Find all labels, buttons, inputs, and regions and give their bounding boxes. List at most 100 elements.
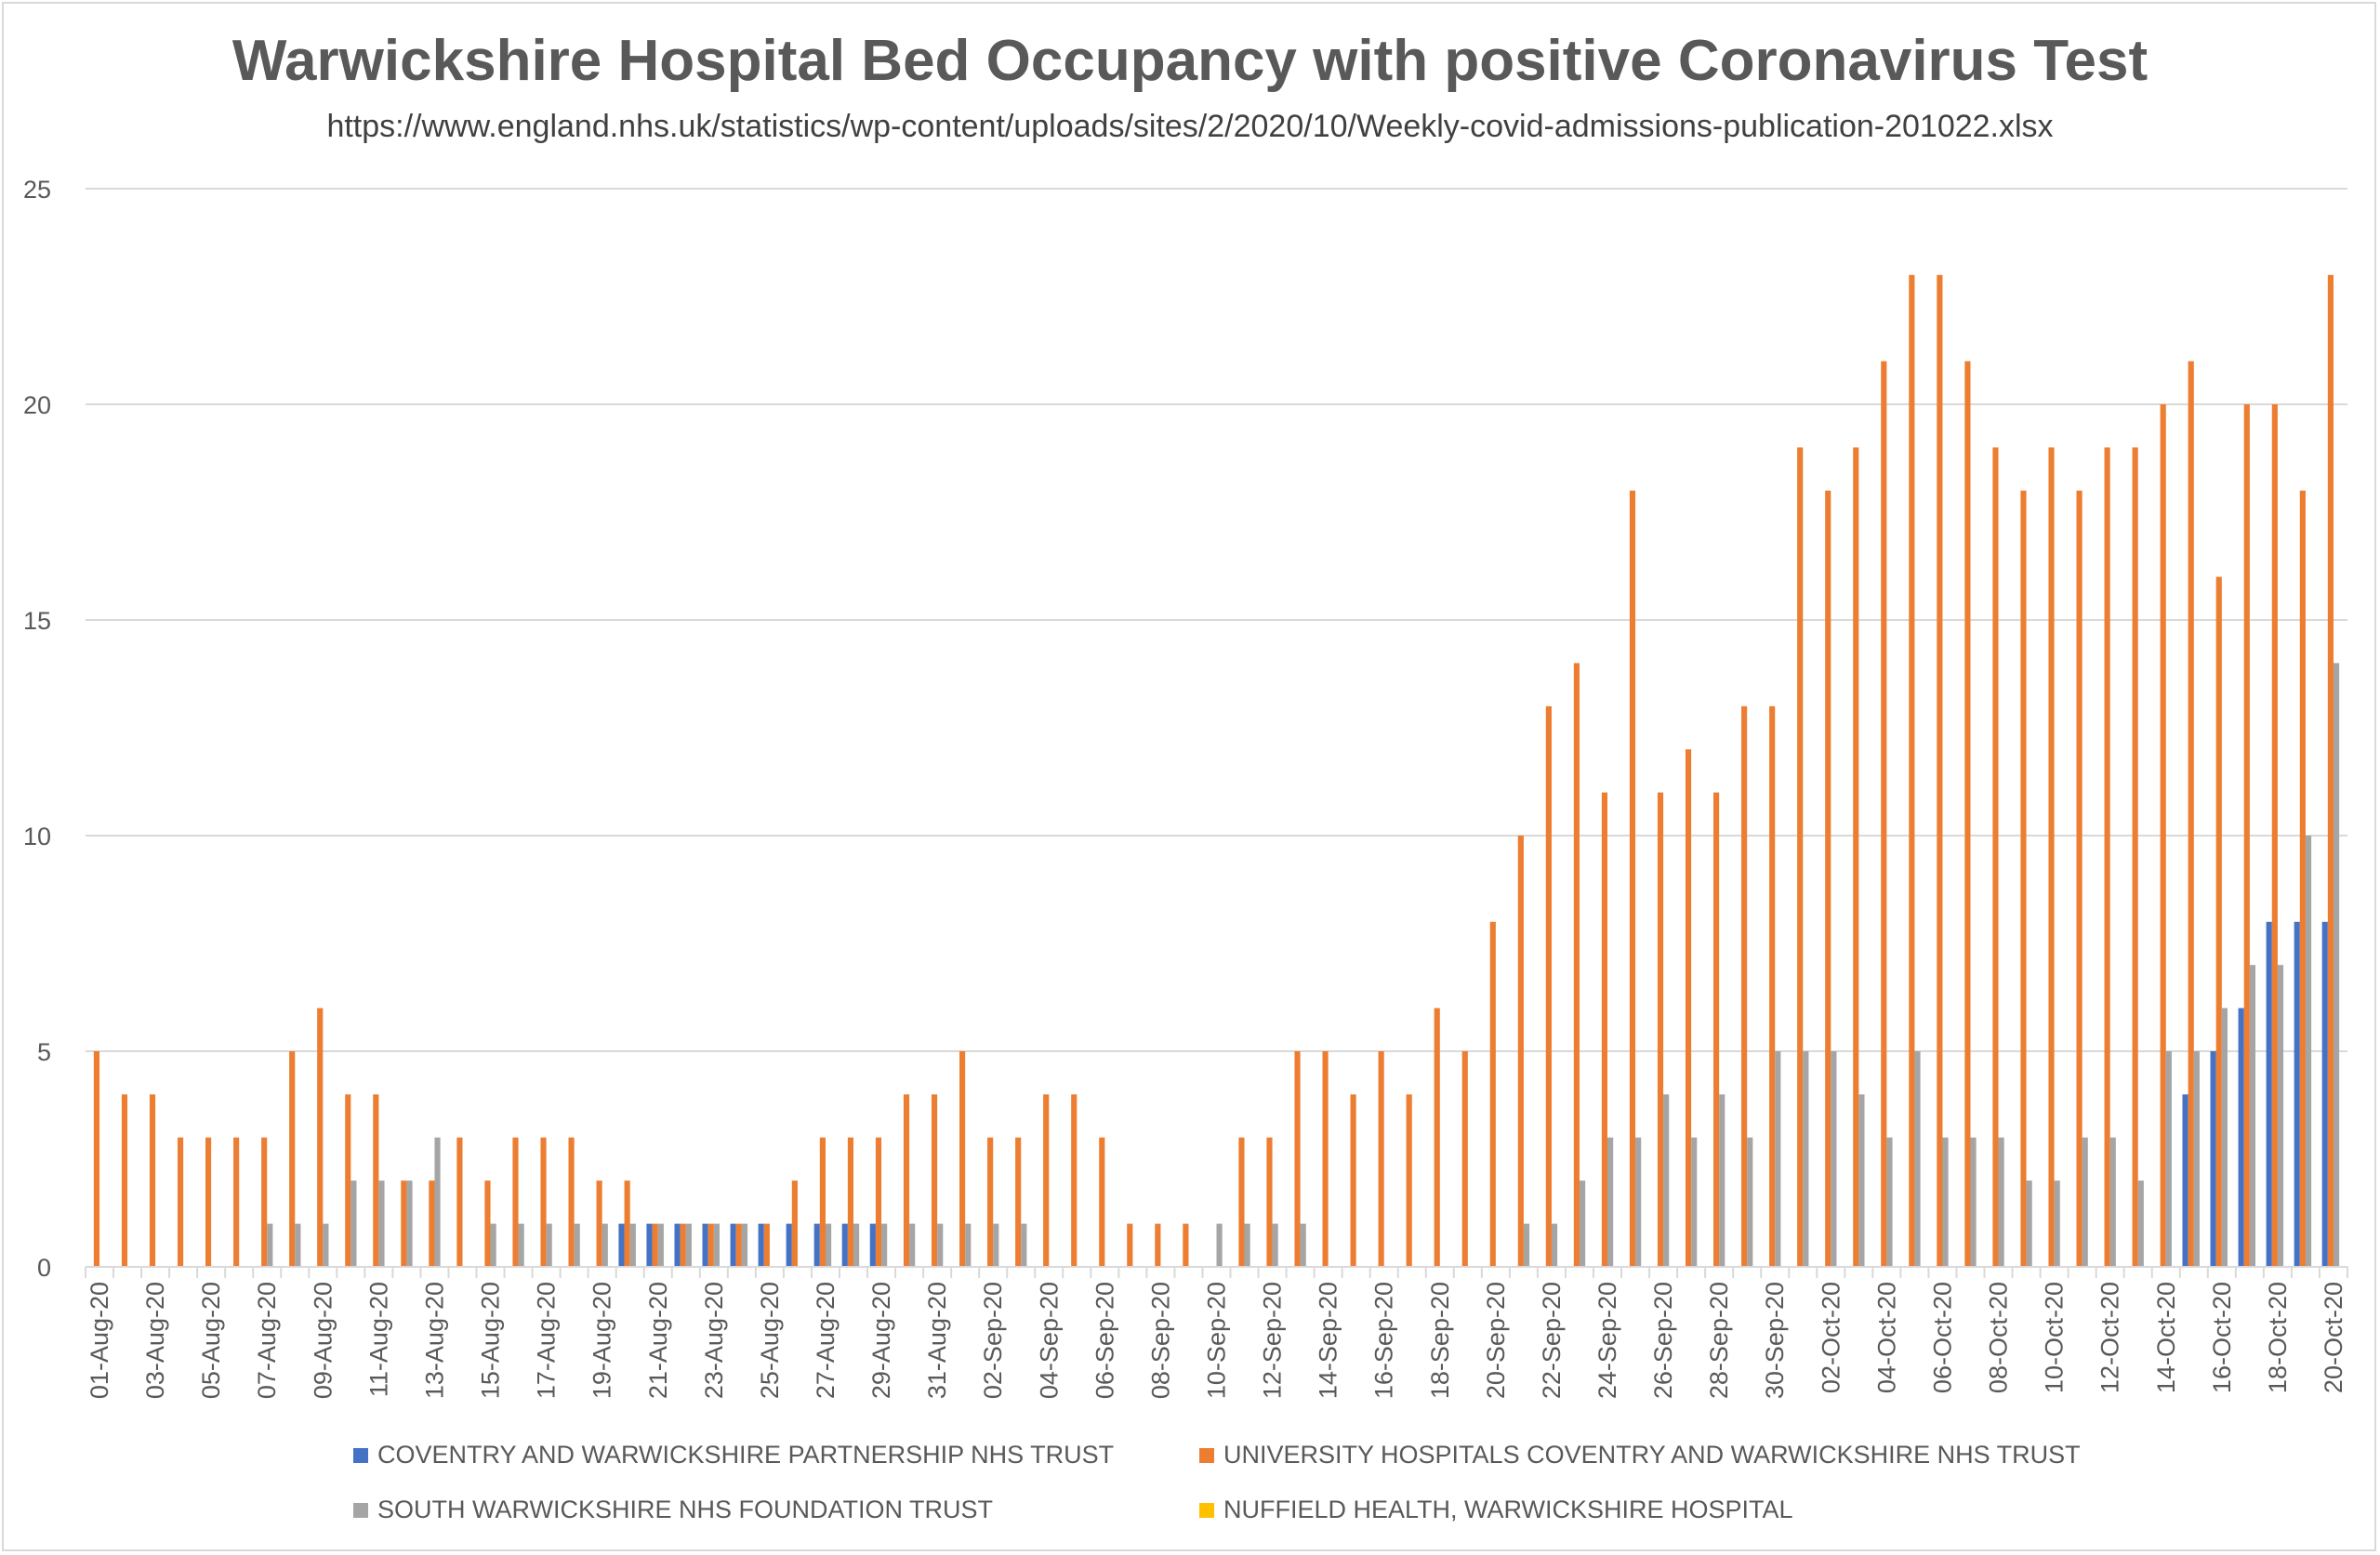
x-tick-label: 10-Sep-20 (1203, 1282, 1231, 1399)
bar (323, 1223, 329, 1267)
bar (1573, 663, 1580, 1267)
bar (903, 1094, 910, 1267)
bar (1881, 361, 1887, 1268)
bar (791, 1180, 798, 1267)
bar (177, 1137, 184, 1267)
bar (2076, 490, 2082, 1267)
bar (1747, 1137, 1753, 1267)
bar (378, 1180, 385, 1267)
bar (2243, 404, 2250, 1267)
bar (121, 1094, 128, 1267)
x-tick-label: 16-Sep-20 (1370, 1282, 1398, 1399)
bar (2215, 576, 2222, 1267)
x-tick-label: 21-Aug-20 (644, 1282, 672, 1399)
bar (2182, 1094, 2188, 1267)
bar (1937, 274, 1943, 1267)
bar (401, 1180, 407, 1267)
bar (2054, 1180, 2060, 1267)
bar (2238, 1008, 2244, 1267)
x-tick-label: 08-Oct-20 (1985, 1282, 2013, 1393)
y-tick-label: 5 (37, 1038, 51, 1066)
bar (987, 1137, 994, 1267)
bar (568, 1137, 575, 1267)
bar (2082, 1137, 2088, 1267)
x-tick-label: 06-Oct-20 (1928, 1282, 1956, 1393)
bar (2299, 490, 2306, 1267)
bar (819, 1137, 826, 1267)
bar (2333, 663, 2340, 1267)
y-tick-label: 20 (23, 391, 51, 419)
y-tick-label: 10 (23, 823, 51, 850)
x-tick-label: 24-Sep-20 (1593, 1282, 1621, 1399)
y-tick-label: 25 (23, 176, 51, 204)
bar (881, 1223, 888, 1267)
x-tick-label: 15-Aug-20 (477, 1282, 505, 1399)
bar (1964, 361, 1971, 1268)
bar (317, 1008, 324, 1267)
x-tick-label: 12-Oct-20 (2096, 1282, 2124, 1393)
bar (205, 1137, 212, 1267)
y-tick-label: 15 (23, 607, 51, 635)
bar (2266, 921, 2272, 1267)
bar (1517, 836, 1524, 1267)
bar (596, 1180, 602, 1267)
bar (657, 1223, 664, 1267)
bar (1719, 1094, 1726, 1267)
x-tick-label: 02-Oct-20 (1817, 1282, 1844, 1393)
bar (993, 1223, 999, 1267)
bar (484, 1180, 491, 1267)
bar (1155, 1223, 1161, 1267)
bar (512, 1137, 519, 1267)
bar (1998, 1137, 2004, 1267)
bar (959, 1051, 966, 1267)
x-tick-label: 08-Sep-20 (1146, 1282, 1174, 1399)
bar (1635, 1137, 1642, 1267)
bar (1853, 447, 1859, 1267)
bar (1803, 1051, 1809, 1267)
bar (2294, 921, 2300, 1267)
bar (2104, 447, 2110, 1267)
bar (2020, 490, 2027, 1267)
bar (1071, 1094, 1078, 1267)
bar (456, 1137, 463, 1267)
bar (2277, 965, 2284, 1267)
x-tick-label: 02-Sep-20 (979, 1282, 1007, 1399)
bar (1015, 1137, 1022, 1267)
x-tick-label: 31-Aug-20 (923, 1282, 951, 1399)
bar (1406, 1094, 1412, 1267)
bar (847, 1137, 854, 1267)
bar (2132, 447, 2138, 1267)
bar (1685, 749, 1692, 1267)
bar (1378, 1051, 1384, 1267)
bar (2160, 404, 2166, 1267)
bar (546, 1223, 552, 1267)
x-tick-label: 13-Aug-20 (420, 1282, 448, 1399)
bar (1886, 1137, 1893, 1267)
x-tick-label: 26-Sep-20 (1649, 1282, 1677, 1399)
bar (853, 1223, 860, 1267)
bar (2193, 1051, 2200, 1267)
bar (1825, 490, 1831, 1267)
x-tick-label: 30-Sep-20 (1761, 1282, 1789, 1399)
x-tick-label: 07-Aug-20 (253, 1282, 281, 1399)
bar (2165, 1051, 2172, 1267)
bar (2109, 1137, 2116, 1267)
x-tick-label: 19-Aug-20 (588, 1282, 616, 1399)
bar (574, 1223, 580, 1267)
x-tick-label: 14-Oct-20 (2152, 1282, 2180, 1393)
bar (373, 1094, 379, 1267)
bar (875, 1137, 882, 1267)
x-tick-label: 18-Oct-20 (2264, 1282, 2292, 1393)
bar (1741, 705, 1748, 1267)
bar (1461, 1051, 1468, 1267)
bar (965, 1223, 972, 1267)
x-tick-label: 23-Aug-20 (700, 1282, 728, 1399)
bar (1909, 274, 1915, 1267)
x-tick-label: 12-Sep-20 (1259, 1282, 1287, 1399)
chart-title: Warwickshire Hospital Bed Occupancy with… (231, 29, 2149, 93)
bar (2305, 836, 2312, 1267)
bar (2210, 1051, 2216, 1267)
bar (1942, 1137, 1949, 1267)
bar (825, 1223, 832, 1267)
x-tick-label: 17-Aug-20 (533, 1282, 561, 1399)
